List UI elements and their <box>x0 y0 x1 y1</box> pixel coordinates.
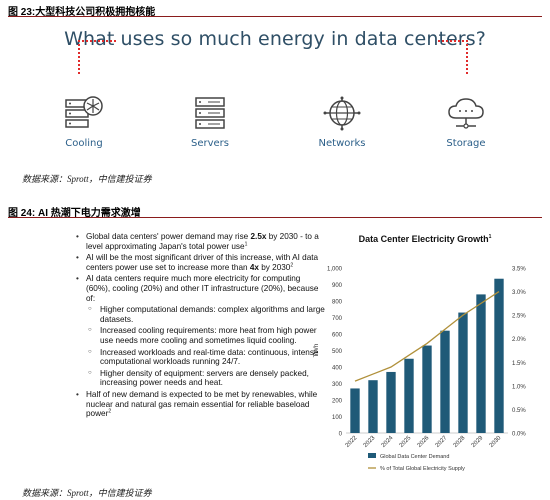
globe-network-icon <box>323 96 361 131</box>
item-networks: Networks <box>302 96 382 149</box>
bar-2030 <box>494 278 504 433</box>
server-rack-icon <box>195 97 225 129</box>
figure-23-source: 数据来源：Sprott，中信建投证券 <box>22 174 152 184</box>
connector-left-top <box>78 40 116 42</box>
x-tick-label: 2028 <box>453 435 467 449</box>
bullet-4: Half of new demand is expected to be met… <box>76 390 326 419</box>
y-tick-label: 800 <box>332 300 343 306</box>
item-networks-label: Networks <box>318 138 366 149</box>
item-servers-label: Servers <box>190 138 229 149</box>
figure-23: What uses so much energy in data centers… <box>8 18 542 168</box>
x-tick-label: 2030 <box>489 435 503 449</box>
y2-tick-label: 1.5% <box>512 361 526 367</box>
bar-2028 <box>458 312 468 433</box>
cloud-storage-icon <box>448 98 484 129</box>
legend-swatch-bar <box>368 453 376 458</box>
y2-tick-label: 1.0% <box>512 384 526 390</box>
bar-2022 <box>350 388 360 433</box>
sub-bullet-1: Higher computational demands: complex al… <box>88 305 326 324</box>
chart-title: Data Center Electricity Growth1 <box>358 234 492 244</box>
legend-label-bar: Global Data Center Demand <box>380 454 449 460</box>
figure-24-title: 图 24: AI 热潮下电力需求激增 <box>8 208 141 219</box>
y-tick-label: 600 <box>332 333 343 339</box>
y-axis-label: TWh <box>313 343 320 357</box>
figure-24: Global data centers' power demand may ri… <box>8 228 542 478</box>
y2-tick-label: 2.5% <box>512 314 526 320</box>
figure-23-title: 图 23:大型科技公司积极拥抱核能 <box>8 7 156 18</box>
bar-2024 <box>386 371 396 433</box>
x-tick-label: 2026 <box>417 435 431 449</box>
chart-svg: 0 100 200 300 400 500 600 700 800 900 1,000 0.0% 0.5… <box>313 267 526 473</box>
electricity-chart: Data Center Electricity Growth1 0 100 200 3… <box>308 228 542 478</box>
y2-tick-label: 3.5% <box>512 267 526 273</box>
x-tick-label: 2025 <box>399 435 413 449</box>
item-storage: Storage <box>426 96 506 149</box>
connector-right-down <box>466 40 468 74</box>
x-tick-label: 2023 <box>363 435 377 449</box>
bullet-2: AI will be the most significant driver o… <box>76 253 326 272</box>
connector-left-down <box>78 40 80 74</box>
y2-tick-label: 0.5% <box>512 408 526 414</box>
bar-2025 <box>404 358 414 433</box>
legend-label-line: % of Total Global Electricity Supply <box>380 466 465 472</box>
x-tick-label: 2027 <box>435 435 449 449</box>
y-tick-label: 0 <box>339 432 343 438</box>
figure-23-headline: What uses so much energy in data centers… <box>64 28 486 50</box>
bullet-1: Global data centers' power demand may ri… <box>76 232 326 251</box>
figure-24-source: 数据来源：Sprott，中信建投证券 <box>22 488 152 498</box>
y2-tick-label: 2.0% <box>512 337 526 343</box>
item-servers: Servers <box>170 96 250 149</box>
bullet-list: Global data centers' power demand may ri… <box>76 232 326 421</box>
x-tick-label: 2024 <box>381 435 395 449</box>
figure-24-rule <box>8 217 542 218</box>
y-tick-label: 200 <box>332 399 343 405</box>
item-cooling: Cooling <box>44 96 124 149</box>
y-tick-label: 700 <box>332 316 343 322</box>
sub-bullet-3: Increased workloads and real-time data: … <box>88 348 326 367</box>
y-tick-label: 400 <box>332 366 343 372</box>
bar-2029 <box>476 294 486 433</box>
bar-2026 <box>422 345 432 433</box>
y2-tick-label: 3.0% <box>512 290 526 296</box>
y-tick-label: 900 <box>332 283 343 289</box>
sub-bullet-2: Increased cooling requirements: more hea… <box>88 326 326 345</box>
connector-right-top <box>438 40 468 42</box>
y2-tick-label: 0.0% <box>512 432 526 438</box>
bar-2023 <box>368 380 378 433</box>
y-tick-label: 500 <box>332 349 343 355</box>
y-tick-label: 1,000 <box>327 267 343 273</box>
x-tick-label: 2029 <box>471 435 485 449</box>
bar-2027 <box>440 330 450 433</box>
x-tick-label: 2022 <box>345 435 359 449</box>
item-cooling-label: Cooling <box>65 138 103 149</box>
bullet-3: AI data centers require much more electr… <box>76 274 326 303</box>
sub-bullet-4: Higher density of equipment: servers are… <box>88 369 326 388</box>
figure-23-rule <box>8 16 542 17</box>
y-tick-label: 300 <box>332 382 343 388</box>
y-tick-label: 100 <box>332 415 343 421</box>
server-fan-icon <box>65 96 103 128</box>
item-storage-label: Storage <box>446 138 486 149</box>
